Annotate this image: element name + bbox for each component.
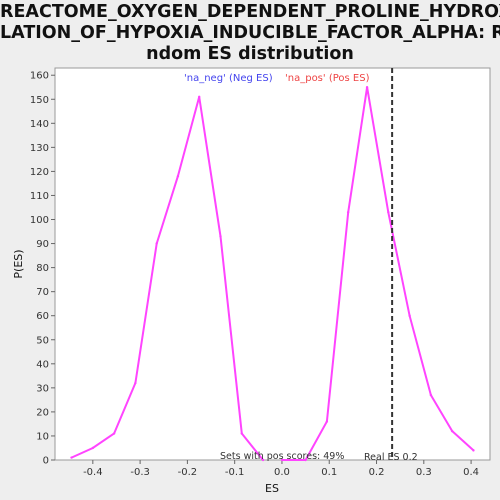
y-tick-label: 130	[30, 143, 49, 154]
y-tick-label: 50	[36, 335, 49, 346]
y-tick-label: 20	[36, 407, 49, 418]
y-tick-label: 60	[36, 311, 49, 322]
neg-es-point	[70, 456, 73, 459]
x-tick-label: -0.3	[130, 467, 150, 478]
x-tick-label: 0.1	[321, 467, 337, 478]
neg-es-point	[155, 242, 158, 245]
real-es-label: Real ES 0.2	[364, 452, 418, 463]
y-tick-label: 0	[43, 456, 49, 467]
chart-title: REACTOME_OXYGEN_DEPENDENT_PROLINE_HYDROX…	[0, 0, 500, 65]
pos-es-point	[450, 429, 454, 433]
y-tick-label: 70	[36, 287, 49, 298]
y-tick-label: 80	[36, 263, 49, 274]
y-tick-label: 110	[30, 191, 49, 202]
pos-es-point	[387, 211, 390, 214]
pos-es-point	[304, 458, 307, 462]
neg-es-point	[176, 175, 180, 178]
neg-es-point	[112, 432, 116, 435]
pos-es-point	[346, 211, 350, 214]
x-tick-label: 0.3	[416, 467, 432, 478]
neg-es-point	[240, 432, 243, 435]
neg-es-point	[91, 446, 95, 450]
y-tick-label: 10	[36, 431, 49, 442]
x-tick-label: -0.1	[225, 467, 245, 478]
pos-es-point	[365, 86, 369, 89]
y-axis: 0 10 20 30 40 50 60 70 80 90 100 110 120 130 140 150 160	[30, 71, 55, 467]
x-axis-label: ES	[265, 482, 279, 495]
pos-es-point	[280, 458, 284, 462]
chart-title-line-1: REACTOME_OXYGEN_DEPENDENT_PROLINE_HYDROX…	[0, 2, 500, 22]
legend-pos: 'na_pos' (Pos ES)	[285, 73, 370, 84]
chart-title-line-3: ndom ES distribution	[146, 44, 354, 64]
y-tick-label: 40	[36, 359, 49, 370]
y-tick-label: 120	[30, 167, 49, 178]
x-tick-label: -0.4	[83, 467, 103, 478]
x-tick-label: 0.0	[274, 467, 290, 478]
y-axis-label: P(ES)	[12, 249, 25, 278]
y-tick-label: 90	[36, 239, 49, 250]
y-tick-label: 150	[30, 95, 49, 106]
pos-es-series-line	[282, 87, 475, 461]
x-tick-label: -0.2	[178, 467, 198, 478]
y-tick-label: 100	[30, 215, 49, 226]
x-tick-label: 0.2	[369, 467, 385, 478]
legend-neg: 'na_neg' (Neg ES)	[184, 73, 273, 84]
neg-es-series-line	[71, 96, 264, 461]
pos-es-point	[472, 449, 475, 452]
y-tick-label: 30	[36, 383, 49, 394]
neg-es-point	[219, 235, 222, 238]
neg-es-point	[261, 458, 265, 462]
chart-title-line-2: LATION_OF_HYPOXIA_INDUCIBLE_FACTOR_ALPHA…	[0, 23, 500, 43]
pos-es-point	[325, 420, 329, 423]
neg-es-point	[198, 95, 201, 99]
y-tick-label: 140	[30, 119, 49, 130]
pos-es-point	[408, 314, 411, 317]
y-tick-label: 160	[30, 71, 49, 82]
series-group	[70, 86, 475, 462]
x-tick-label: 0.4	[463, 467, 479, 478]
neg-es-point	[134, 381, 137, 385]
sets-pos-scores-label: Sets with pos scores: 49%	[220, 451, 344, 462]
pos-es-point	[429, 393, 433, 397]
plot-area	[54, 67, 491, 461]
x-axis: -0.4 -0.3 -0.2 -0.1 0.0 0.1 0.2 0.3 0.4	[83, 460, 479, 478]
